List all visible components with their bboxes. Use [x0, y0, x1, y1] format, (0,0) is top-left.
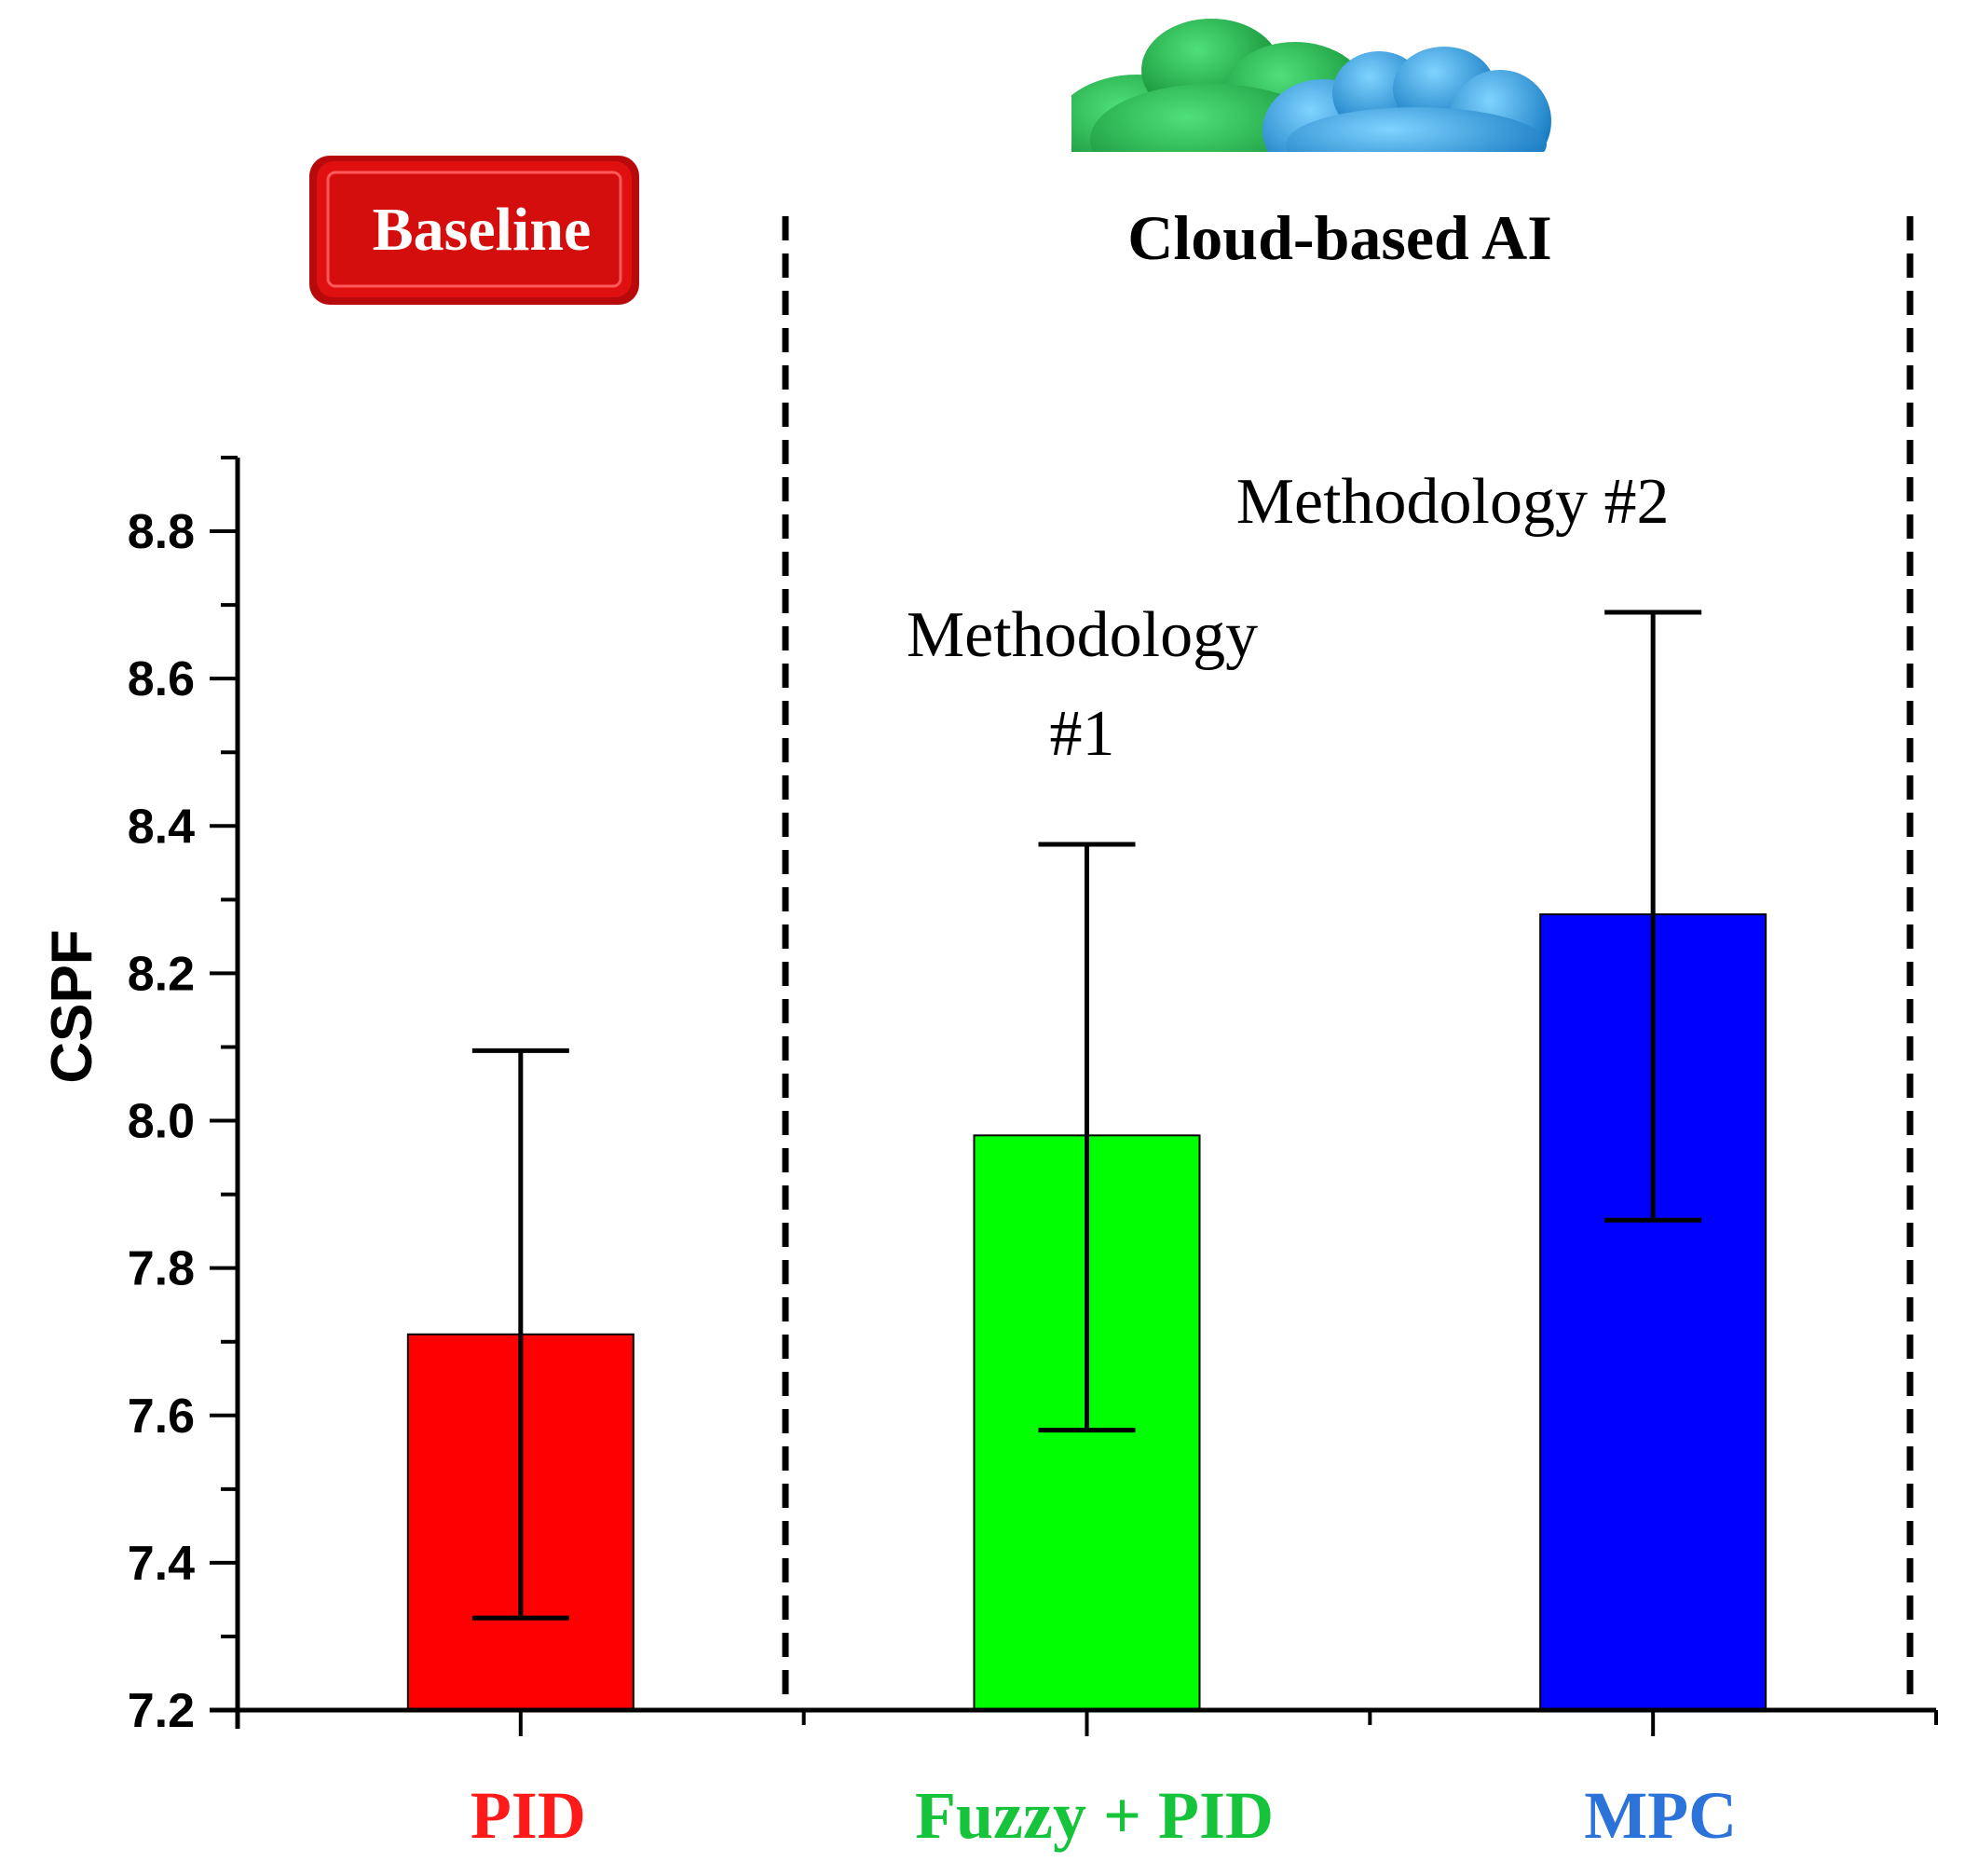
axes-group	[210, 455, 1938, 1736]
y-tick-label: 8.4	[128, 800, 195, 854]
cloud-icon	[1071, 19, 1551, 152]
y-tick-label: 8.2	[128, 947, 195, 1001]
y-tick-label: 8.6	[128, 652, 195, 706]
x-category-label-3: MPC	[1584, 1778, 1737, 1853]
methodology-annotation-1-line-2: #1	[1050, 698, 1115, 770]
y-tick-label: 7.8	[128, 1242, 195, 1296]
x-category-label-1: PID	[471, 1778, 586, 1853]
y-tick-label: 7.4	[128, 1537, 195, 1591]
methodology-annotation-2-line-1: Methodology #2	[1236, 466, 1670, 538]
x-category-label-2: Fuzzy + PID	[915, 1778, 1274, 1853]
baseline-badge: Baseline	[309, 156, 639, 305]
x-category-labels: PID Fuzzy + PID MPC	[471, 1778, 1737, 1853]
y-tick-label: 7.2	[128, 1684, 195, 1738]
y-axis-title: CSPF	[40, 929, 104, 1083]
y-tick-label: 7.6	[128, 1390, 195, 1444]
error-bars-group	[471, 609, 1702, 1621]
y-tick-labels: 7.2 7.4 7.6 7.8 8.0 8.2 8.4 8.6 8.8	[128, 505, 195, 1738]
y-tick-label: 8.0	[128, 1095, 195, 1149]
y-tick-label: 8.8	[128, 505, 195, 559]
methodology-annotation-1-line-1: Methodology	[907, 599, 1258, 671]
baseline-badge-label: Baseline	[373, 196, 592, 264]
cloud-section-title: Cloud-based AI	[1127, 202, 1551, 273]
annotations-group: Methodology #1 Methodology #2	[907, 466, 1670, 770]
